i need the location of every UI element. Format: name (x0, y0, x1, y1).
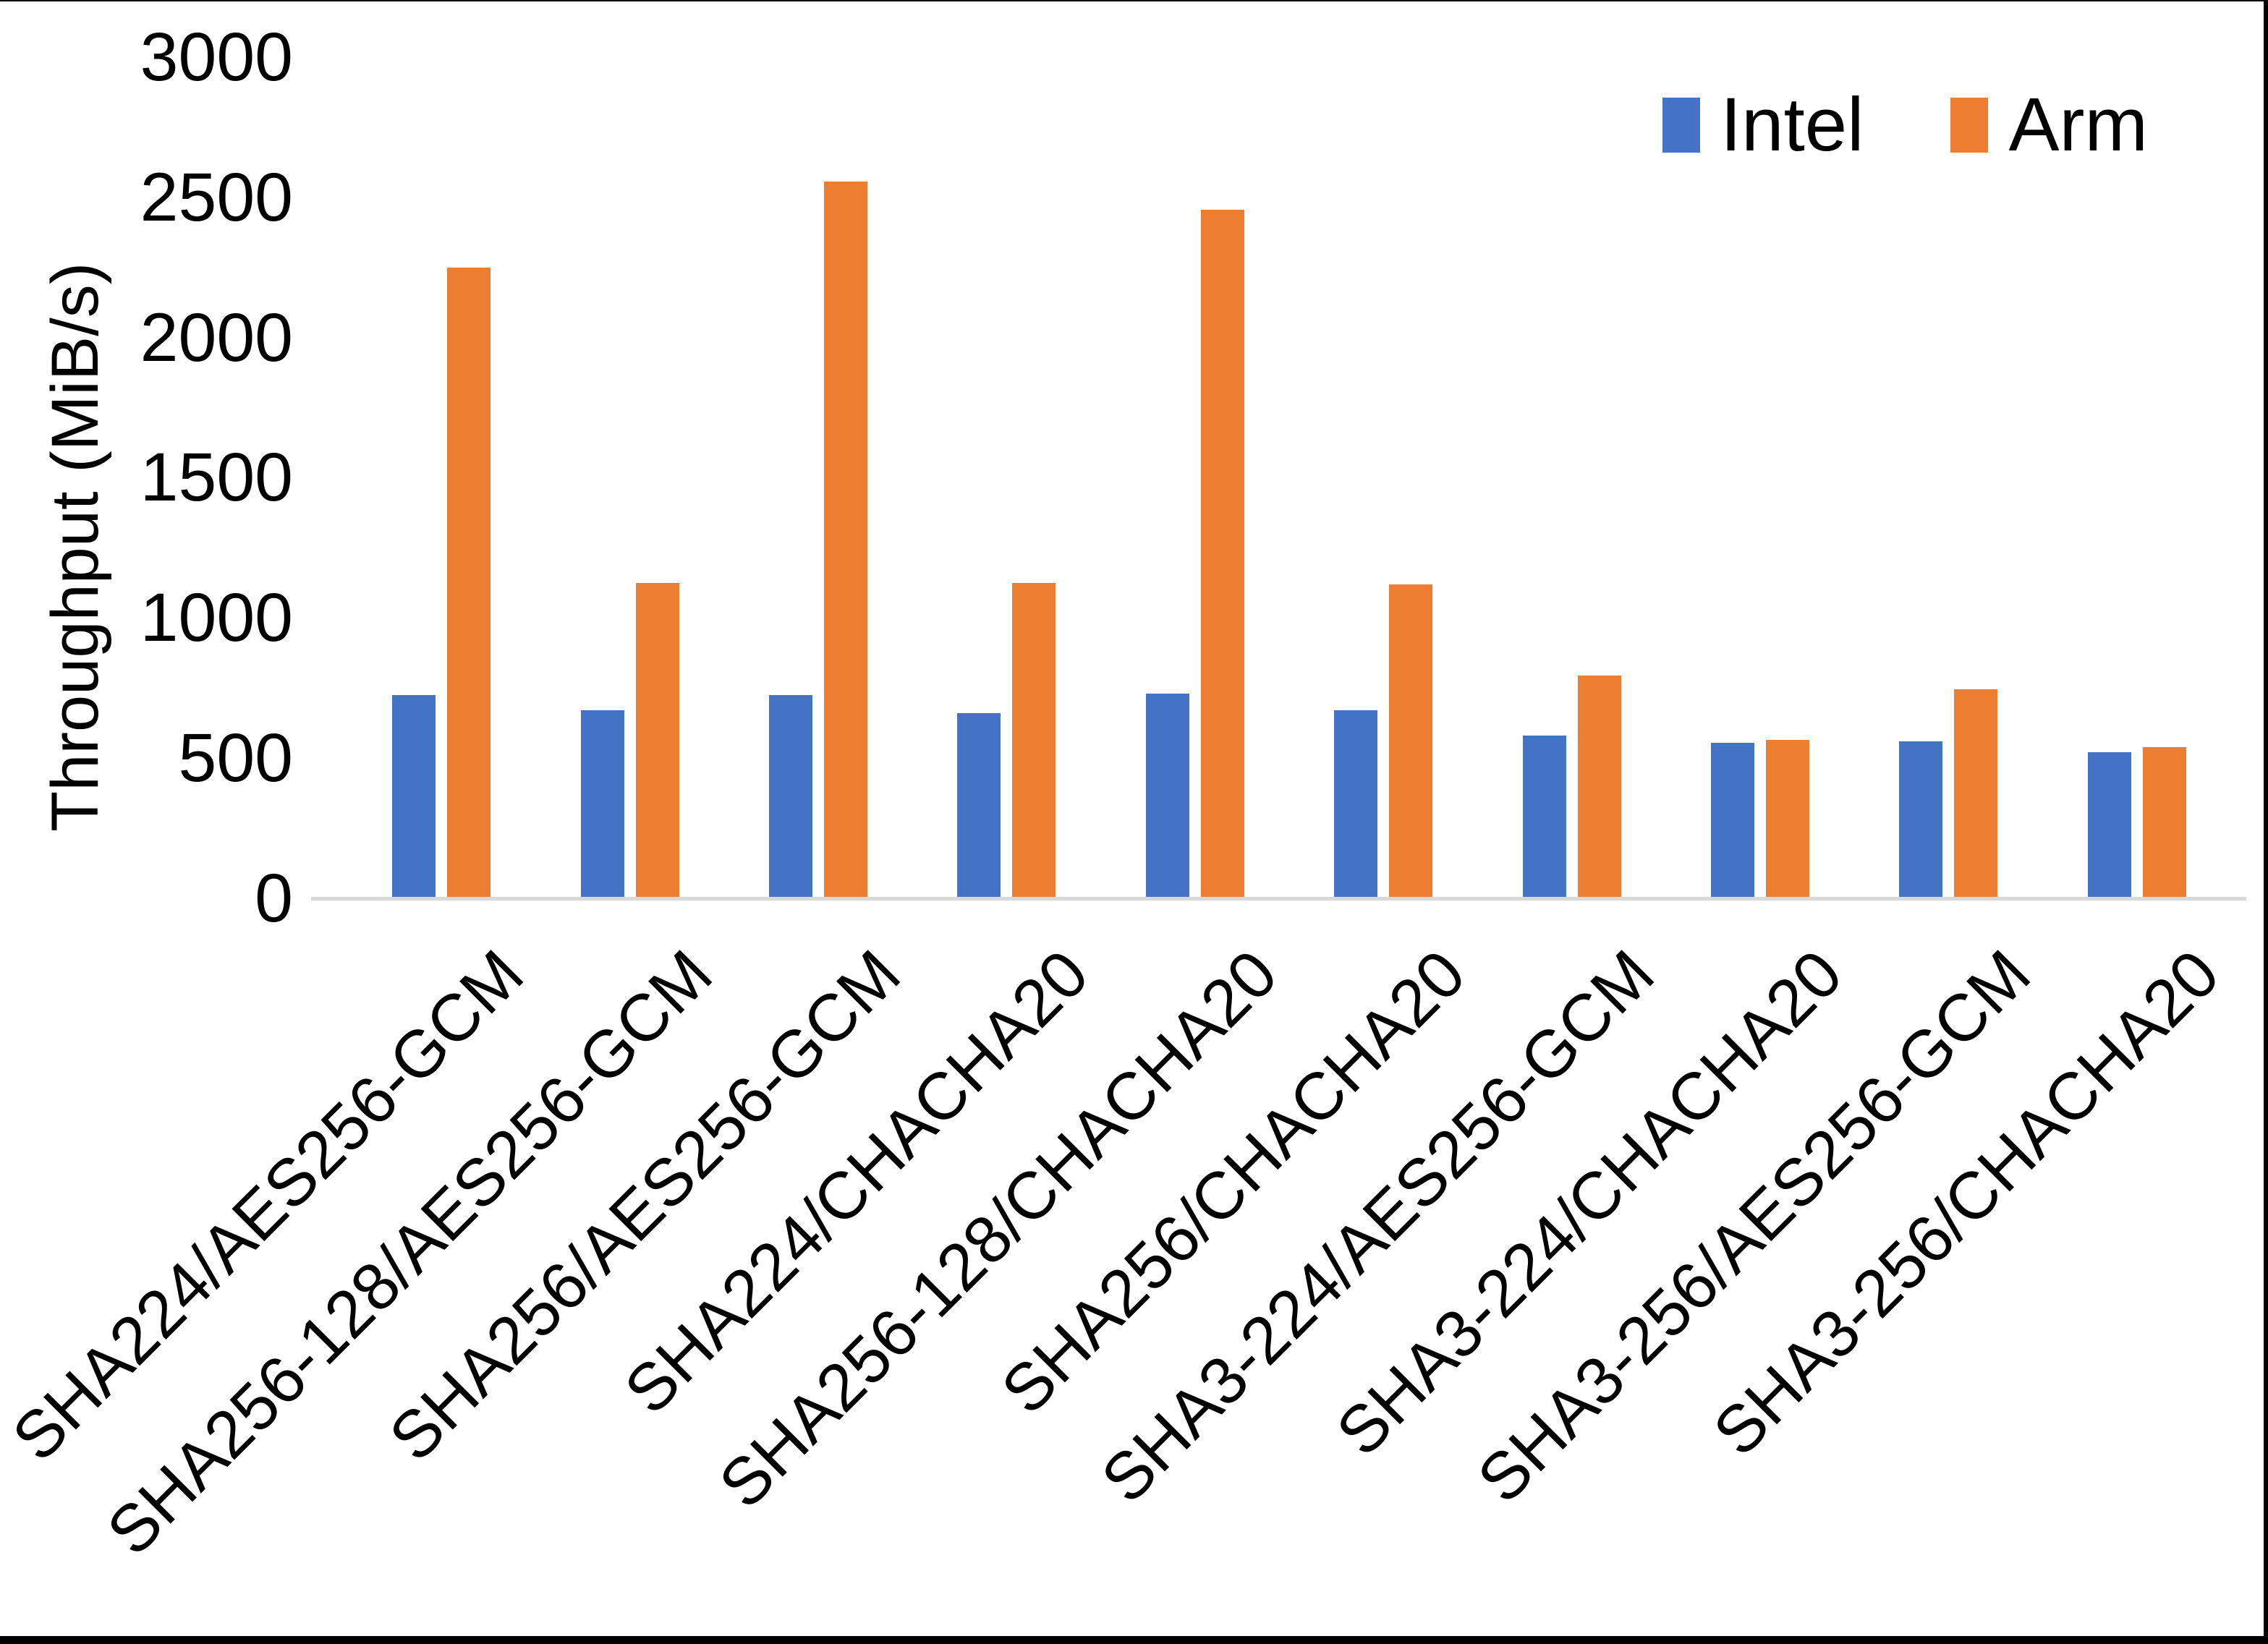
bar-intel-sha256-128/chacha20 (1145, 694, 1189, 898)
bar-arm-sha3-224/chacha20 (1766, 740, 1809, 898)
y-tick-label-1000: 1000 (140, 579, 293, 657)
bar-arm-sha256-128/chacha20 (1200, 210, 1244, 898)
bar-intel-sha3-256/chacha20 (2087, 752, 2131, 898)
y-tick-label-3000: 3000 (140, 18, 293, 95)
bar-arm-sha3-256/chacha20 (2142, 747, 2186, 898)
bar-intel-sha256-128/aes256-gcm (580, 710, 624, 898)
legend-marker-arm (1950, 97, 1989, 153)
bar-intel-sha256/aes256-gcm (769, 695, 812, 898)
plot-area (347, 1, 2231, 898)
bar-arm-sha256-128/aes256-gcm (635, 583, 679, 898)
bar-arm-sha224/chacha20 (1012, 583, 1056, 898)
legend-label-arm: Arm (2008, 82, 2148, 167)
y-tick-label-1500: 1500 (140, 439, 293, 516)
legend-item-intel: Intel (1662, 87, 1864, 163)
y-tick-label-2000: 2000 (140, 299, 293, 376)
y-tick-label-500: 500 (178, 720, 293, 797)
x-axis-line (311, 897, 2246, 900)
y-tick-label-2500: 2500 (140, 158, 293, 236)
legend: Intel Arm (1662, 87, 2148, 163)
bar-intel-sha256/chacha20 (1334, 710, 1378, 898)
bar-arm-sha256/chacha20 (1389, 584, 1433, 898)
bar-intel-sha3-224/chacha20 (1711, 743, 1754, 898)
bar-arm-sha3-224/aes256-gcm (1577, 676, 1621, 898)
legend-label-intel: Intel (1720, 82, 1864, 167)
bar-arm-sha256/aes256-gcm (824, 182, 867, 898)
legend-marker-intel (1662, 97, 1700, 153)
bar-intel-sha224/chacha20 (957, 713, 1001, 898)
bar-intel-sha3-224/aes256-gcm (1522, 736, 1566, 898)
bar-intel-sha224/aes256-gcm (392, 695, 436, 898)
legend-item-arm: Arm (1950, 82, 2148, 167)
bar-intel-sha3-256/aes256-gcm (1899, 741, 1943, 898)
bar-arm-sha224/aes256-gcm (447, 268, 491, 898)
y-tick-label-0: 0 (255, 860, 293, 937)
bar-arm-sha3-256/aes256-gcm (1954, 689, 1998, 898)
